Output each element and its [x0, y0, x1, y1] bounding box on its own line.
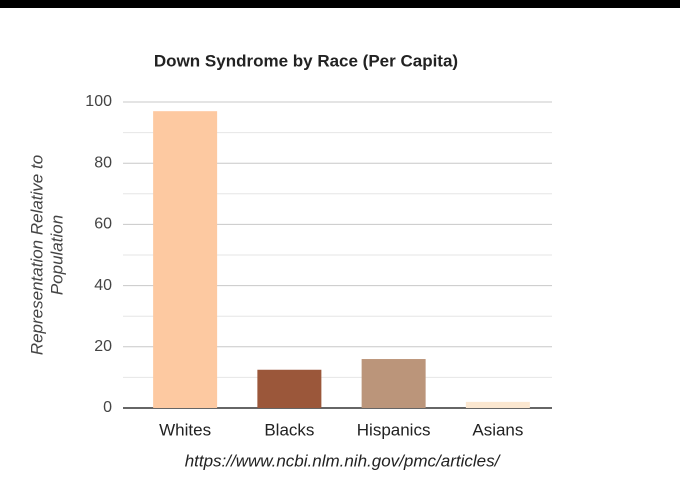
y-axis-label-line: Population [47, 215, 66, 295]
x-tick-label: Asians [472, 420, 523, 439]
source: https://www.ncbi.nlm.nih.gov/pmc/article… [185, 451, 502, 470]
y-tick-label: 0 [103, 399, 112, 416]
bar [361, 359, 426, 408]
top-bar [0, 0, 680, 8]
y-tick-label: 80 [94, 154, 112, 171]
bar [465, 401, 530, 408]
x-tick-label: Blacks [264, 420, 314, 439]
y-tick-label: 40 [94, 277, 112, 294]
chart-title: Down Syndrome by Race (Per Capita) [154, 51, 458, 70]
y-tick-label: 20 [94, 338, 112, 355]
x-tick-label: Hispanics [357, 420, 431, 439]
y-tick-label: 60 [94, 216, 112, 233]
y-tick-label: 100 [85, 93, 112, 110]
bar [257, 369, 322, 408]
y-axis-label-line: Representation Relative to [27, 155, 46, 355]
y-axis-label: Representation Relative to Population [27, 155, 66, 355]
x-tick-label: Whites [159, 420, 211, 439]
bar [153, 111, 218, 409]
